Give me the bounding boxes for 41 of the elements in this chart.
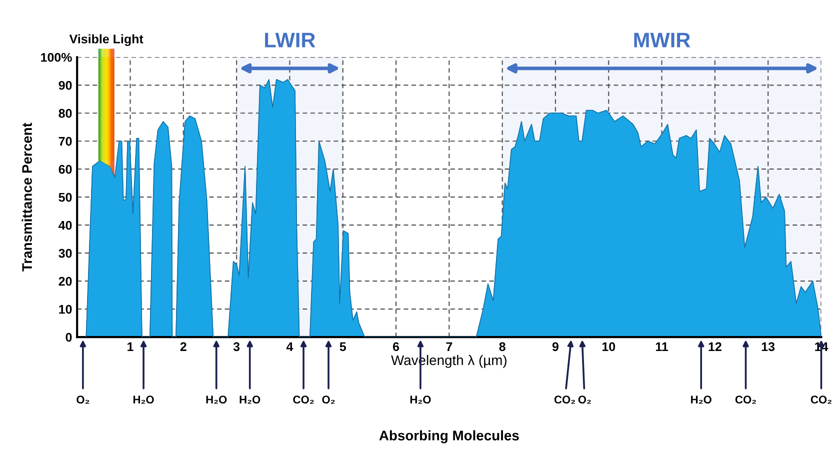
y-tick-label: 90: [58, 80, 72, 90]
band-label: Visible Light: [69, 34, 144, 46]
x-tick-label: 8: [499, 342, 506, 352]
x-tick-label: 13: [762, 342, 775, 352]
y-tick-label: 40: [58, 220, 72, 230]
annotation: H₂O: [240, 396, 260, 404]
band-label: LWIR: [265, 32, 316, 48]
x-tick-label: 7: [446, 342, 452, 351]
annotation: H₂O: [133, 396, 154, 404]
annotation: CO₂: [293, 396, 314, 404]
x-tick-label: 4: [286, 342, 294, 351]
annotation: O₂: [76, 396, 90, 404]
y-tick-label: 50: [58, 192, 72, 202]
annotation: H₂O: [691, 396, 712, 404]
band-label: MWIR: [634, 32, 690, 48]
y-tick-label: 20: [58, 276, 72, 286]
x-tick-label: 1: [128, 342, 134, 351]
y-tick-label: 60: [58, 164, 72, 174]
annotation: O₂: [578, 396, 591, 404]
y-tick-label: 30: [58, 248, 72, 258]
x-tick-label: 2: [180, 342, 186, 351]
x-tick-label: 11: [656, 342, 668, 351]
x-tick-label: 10: [602, 342, 616, 352]
annotation: CO₂: [810, 396, 832, 404]
y-tick-label: 70: [58, 136, 72, 146]
y-tick-label: 0: [66, 332, 72, 342]
x-tick-label: 6: [392, 342, 400, 352]
y-tick-label: 80: [58, 108, 72, 118]
x-tick-label: 12: [708, 342, 722, 351]
x-tick-label: 3: [233, 342, 240, 352]
annotation: H₂O: [206, 396, 227, 404]
annotation: CO₂: [735, 396, 756, 404]
annotation: H₂O: [410, 396, 431, 404]
y-tick-label: 10: [59, 304, 72, 314]
y-axis-title: Transmittance Percent: [22, 122, 32, 272]
text: Absorbing Molecules: [379, 430, 519, 444]
annotation: CO₂: [554, 396, 576, 404]
x-tick-label: 5: [340, 342, 346, 352]
x-tick-label: 9: [552, 342, 558, 352]
annotation: O₂: [322, 396, 335, 404]
y-tick-label: 100%: [41, 52, 72, 62]
